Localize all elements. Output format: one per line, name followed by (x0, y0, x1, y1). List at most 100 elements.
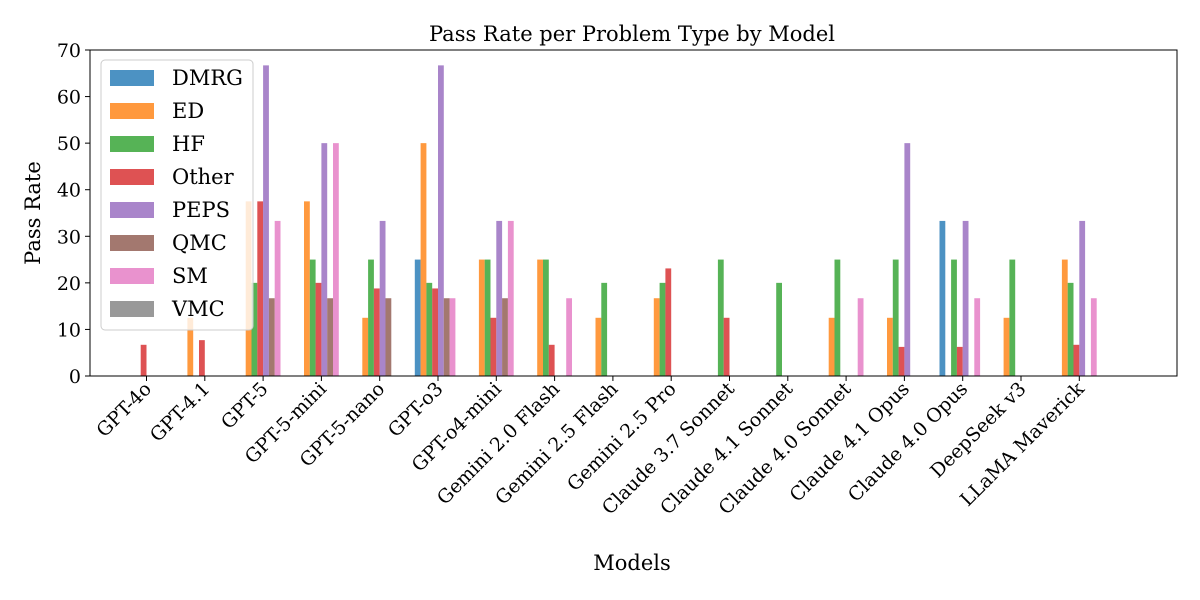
bar-ed-12 (828, 317, 835, 376)
bar-peps-16 (1079, 220, 1086, 376)
bar-sm-6 (507, 220, 514, 376)
bar-peps-6 (496, 220, 503, 376)
bar-dmrg-14 (939, 220, 946, 376)
bar-other-14 (956, 346, 963, 376)
y-tick-label: 30 (57, 226, 81, 248)
bar-ed-4 (362, 317, 369, 376)
x-tick-label: GPT-4.1 (146, 378, 214, 446)
bar-hf-14 (951, 259, 957, 376)
bar-peps-4 (379, 220, 386, 376)
bar-peps-3 (321, 143, 328, 376)
legend-label-hf: HF (172, 132, 205, 156)
bar-hf-7 (543, 259, 549, 376)
y-tick-label: 50 (57, 133, 81, 155)
bar-ed-3 (304, 201, 310, 376)
bars-group (140, 65, 1097, 377)
bar-hf-13 (892, 259, 899, 376)
chart-title: Pass Rate per Problem Type by Model (429, 22, 835, 46)
bar-hf-5 (426, 282, 433, 376)
y-tick-label: 40 (57, 180, 81, 202)
bar-other-5 (432, 288, 438, 376)
bar-peps-14 (962, 220, 969, 376)
bar-ed-1 (187, 317, 194, 376)
legend-swatch-ed (110, 103, 154, 119)
bar-hf-12 (834, 259, 841, 376)
y-tick-label: 20 (57, 273, 81, 295)
bar-ed-16 (1061, 259, 1068, 376)
legend: DMRG ED HF Other PEPS QMC SM VMC (100, 59, 254, 331)
bar-ed-15 (1003, 317, 1010, 376)
bar-ed-9 (653, 298, 660, 376)
bar-ed-7 (537, 259, 543, 376)
bar-other-6 (490, 317, 497, 376)
bar-sm-16 (1090, 298, 1097, 376)
bar-qmc-3 (327, 298, 333, 376)
y-axis: 0 10 20 30 40 50 60 70 (57, 40, 90, 388)
legend-label-other: Other (172, 165, 235, 189)
bar-hf-15 (1009, 259, 1016, 376)
legend-label-peps: PEPS (172, 198, 230, 222)
legend-swatch-hf (110, 136, 154, 152)
bar-other-13 (898, 346, 905, 376)
bar-other-1 (199, 340, 205, 376)
bar-hf-9 (659, 282, 666, 376)
bar-sm-5 (449, 298, 456, 376)
y-tick-label: 60 (57, 87, 81, 109)
bar-hf-11 (776, 282, 782, 376)
bar-other-7 (548, 344, 555, 376)
legend-swatch-other (110, 169, 154, 185)
bar-other-0 (140, 344, 147, 376)
x-tick-label: GPT-5 (217, 378, 273, 434)
bar-dmrg-5 (414, 259, 421, 376)
bar-hf-2 (251, 282, 258, 376)
bar-sm-7 (566, 298, 572, 376)
bar-sm-12 (857, 298, 864, 376)
legend-label-dmrg: DMRG (172, 66, 243, 90)
bar-hf-6 (484, 259, 491, 376)
bar-hf-4 (368, 259, 374, 376)
bar-hf-8 (601, 282, 608, 376)
bar-qmc-2 (268, 298, 275, 376)
legend-label-qmc: QMC (172, 231, 227, 255)
bar-other-4 (373, 288, 380, 376)
bar-ed-13 (887, 317, 893, 376)
bar-ed-8 (595, 317, 602, 376)
legend-swatch-sm (110, 268, 154, 284)
bar-sm-2 (274, 220, 281, 376)
bar-hf-16 (1067, 282, 1074, 376)
legend-label-ed: ED (172, 99, 204, 123)
bar-other-10 (723, 317, 730, 376)
bar-qmc-6 (502, 298, 508, 376)
x-axis-label: Models (593, 551, 671, 575)
legend-frame (100, 59, 254, 331)
bar-other-16 (1073, 344, 1080, 376)
bar-peps-13 (904, 143, 911, 376)
bar-ed-5 (420, 143, 427, 376)
x-tick-label: Gemini 2.5 Pro (563, 378, 681, 496)
y-axis-label: Pass Rate (21, 161, 45, 265)
legend-swatch-peps (110, 202, 154, 218)
bar-peps-2 (263, 65, 269, 377)
legend-swatch-qmc (110, 235, 154, 251)
bar-other-2 (257, 201, 264, 376)
bar-hf-3 (309, 259, 316, 376)
bar-sm-14 (974, 298, 981, 376)
bar-other-3 (315, 282, 322, 376)
bar-sm-3 (333, 143, 339, 376)
bar-other-9 (665, 268, 672, 376)
y-tick-label: 10 (57, 319, 81, 341)
y-tick-label: 70 (57, 40, 81, 62)
bar-hf-10 (717, 259, 724, 376)
plot-frame (89, 49, 1178, 377)
legend-swatch-vmc (110, 301, 154, 317)
y-tick-label: 0 (69, 366, 81, 388)
bar-qmc-4 (385, 298, 392, 376)
legend-label-vmc: VMC (171, 297, 225, 321)
bar-qmc-5 (443, 298, 450, 376)
bar-ed-6 (478, 259, 485, 376)
legend-swatch-dmrg (110, 70, 154, 86)
legend-label-sm: SM (172, 264, 208, 288)
bar-peps-5 (438, 65, 444, 377)
